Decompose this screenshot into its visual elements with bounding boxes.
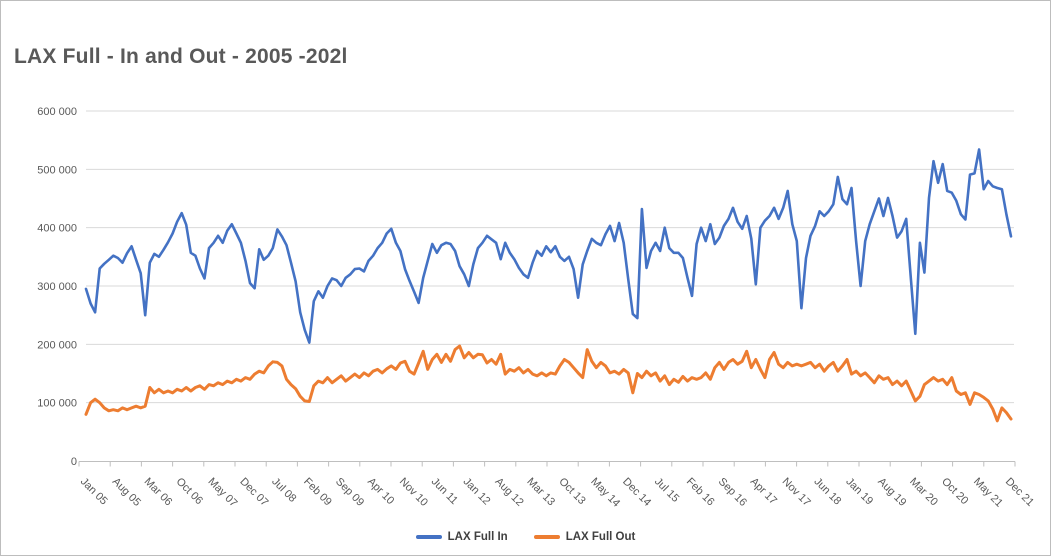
x-axis-tick-label: Apr 10 — [365, 476, 396, 507]
y-axis-tick-label: 400 000 — [37, 223, 77, 235]
x-axis-tick-label: Jan 05 — [78, 476, 110, 508]
x-axis-tick-label: Jul 08 — [269, 476, 298, 505]
x-axis-tick-label: Dec 14 — [620, 476, 653, 509]
legend-label-in: LAX Full In — [447, 531, 508, 543]
y-axis-tick-label: 300 000 — [37, 281, 77, 293]
legend-swatch-out — [533, 535, 560, 539]
x-axis-tick-label: Oct 06 — [174, 476, 205, 507]
x-axis-tick-label: Mar 13 — [524, 476, 557, 509]
x-axis-tick-label: May 21 — [971, 476, 1005, 510]
y-axis-tick-label: 500 000 — [37, 164, 77, 176]
x-axis-tick-label: Mar 06 — [142, 476, 175, 509]
legend-item-lax-full-in: LAX Full In — [415, 531, 508, 543]
series-line-lax-full-out — [84, 344, 1013, 423]
y-axis-tick-label: 600 000 — [37, 106, 77, 118]
x-axis-tick-label: Jun 11 — [429, 476, 460, 507]
x-axis-tick-label: Nov 10 — [397, 476, 430, 509]
y-axis-tick-label: 0 — [71, 456, 77, 468]
chart-legend: LAX Full In LAX Full Out — [1, 525, 1050, 549]
x-axis-tick-label: Aug 19 — [875, 476, 908, 509]
x-axis-tick-label: Feb 16 — [684, 476, 717, 509]
x-axis-tick-label: Nov 17 — [780, 476, 813, 509]
legend-swatch-in — [415, 535, 442, 539]
series-line-lax-full-in — [84, 148, 1013, 344]
x-axis-tick-label: May 07 — [205, 476, 239, 510]
x-axis-tick-label: Aug 12 — [493, 476, 526, 509]
legend-item-lax-full-out: LAX Full Out — [533, 531, 636, 543]
legend-label-out: LAX Full Out — [565, 531, 636, 543]
y-axis-tick-label: 200 000 — [37, 339, 77, 351]
x-axis-tick-label: May 14 — [588, 476, 622, 510]
x-axis-tick-label: Dec 21 — [1003, 476, 1036, 509]
x-axis-tick-label: Mar 20 — [907, 476, 940, 509]
x-axis-tick-label: Jan 19 — [843, 476, 875, 508]
x-axis-tick-label: Oct 13 — [556, 476, 587, 507]
y-axis-tick-label: 100 000 — [37, 398, 77, 410]
x-axis-tick-label: Feb 09 — [301, 476, 334, 509]
x-axis-tick-label: Sep 09 — [333, 476, 366, 509]
x-axis-tick-label: Apr 17 — [748, 476, 779, 507]
x-axis-tick-label: Jun 18 — [811, 476, 843, 508]
x-axis-tick-label: Jan 12 — [461, 476, 493, 508]
x-axis-tick-label: Jul 15 — [652, 476, 681, 505]
x-axis-tick-label: Dec 07 — [237, 476, 270, 509]
chart-title: LAX Full - In and Out - 2005 -202l — [14, 45, 348, 68]
x-axis-tick-label: Sep 16 — [716, 476, 749, 509]
x-axis-tick-label: Oct 20 — [939, 476, 970, 507]
x-axis-tick-label: Aug 05 — [110, 476, 143, 509]
